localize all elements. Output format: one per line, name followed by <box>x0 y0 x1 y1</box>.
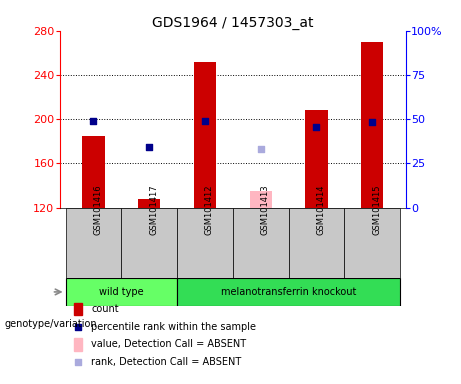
Text: GSM101414: GSM101414 <box>316 184 325 235</box>
Bar <box>82 136 105 207</box>
Bar <box>74 338 83 351</box>
Bar <box>65 278 177 306</box>
Bar <box>74 303 83 316</box>
Text: GSM101415: GSM101415 <box>372 184 381 235</box>
Bar <box>361 42 384 207</box>
Point <box>74 359 82 365</box>
Text: GSM101413: GSM101413 <box>260 184 270 235</box>
Text: wild type: wild type <box>99 287 143 297</box>
Bar <box>121 207 177 278</box>
Bar <box>249 191 272 207</box>
Point <box>201 118 209 124</box>
Text: percentile rank within the sample: percentile rank within the sample <box>91 322 256 332</box>
Title: GDS1964 / 1457303_at: GDS1964 / 1457303_at <box>152 16 313 30</box>
Text: GSM101412: GSM101412 <box>205 184 214 235</box>
Point <box>146 144 153 150</box>
Point <box>313 124 320 130</box>
Bar <box>65 207 121 278</box>
Bar <box>344 207 400 278</box>
Point <box>90 118 97 124</box>
Text: GSM101417: GSM101417 <box>149 184 158 235</box>
Bar <box>177 207 233 278</box>
Bar <box>305 110 328 207</box>
Bar <box>233 207 289 278</box>
Bar <box>194 62 216 207</box>
Text: melanotransferrin knockout: melanotransferrin knockout <box>221 287 356 297</box>
Bar <box>289 207 344 278</box>
Point <box>368 119 376 126</box>
Text: value, Detection Call = ABSENT: value, Detection Call = ABSENT <box>91 339 246 349</box>
Text: rank, Detection Call = ABSENT: rank, Detection Call = ABSENT <box>91 357 241 367</box>
Text: count: count <box>91 304 118 314</box>
Text: genotype/variation: genotype/variation <box>5 319 97 329</box>
Bar <box>177 278 400 306</box>
Point <box>74 324 82 330</box>
Point <box>257 146 264 152</box>
Text: GSM101416: GSM101416 <box>94 184 102 235</box>
Bar <box>138 199 160 207</box>
